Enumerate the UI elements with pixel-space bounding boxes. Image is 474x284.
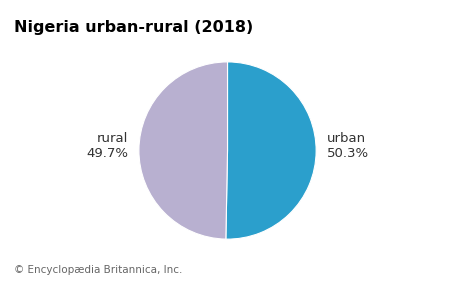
Text: rural
49.7%: rural 49.7% [86,132,128,160]
Wedge shape [139,62,228,239]
Text: Nigeria urban-rural (2018): Nigeria urban-rural (2018) [14,20,254,35]
Text: urban
50.3%: urban 50.3% [327,132,369,160]
Wedge shape [226,62,316,239]
Text: © Encyclopædia Britannica, Inc.: © Encyclopædia Britannica, Inc. [14,266,182,275]
